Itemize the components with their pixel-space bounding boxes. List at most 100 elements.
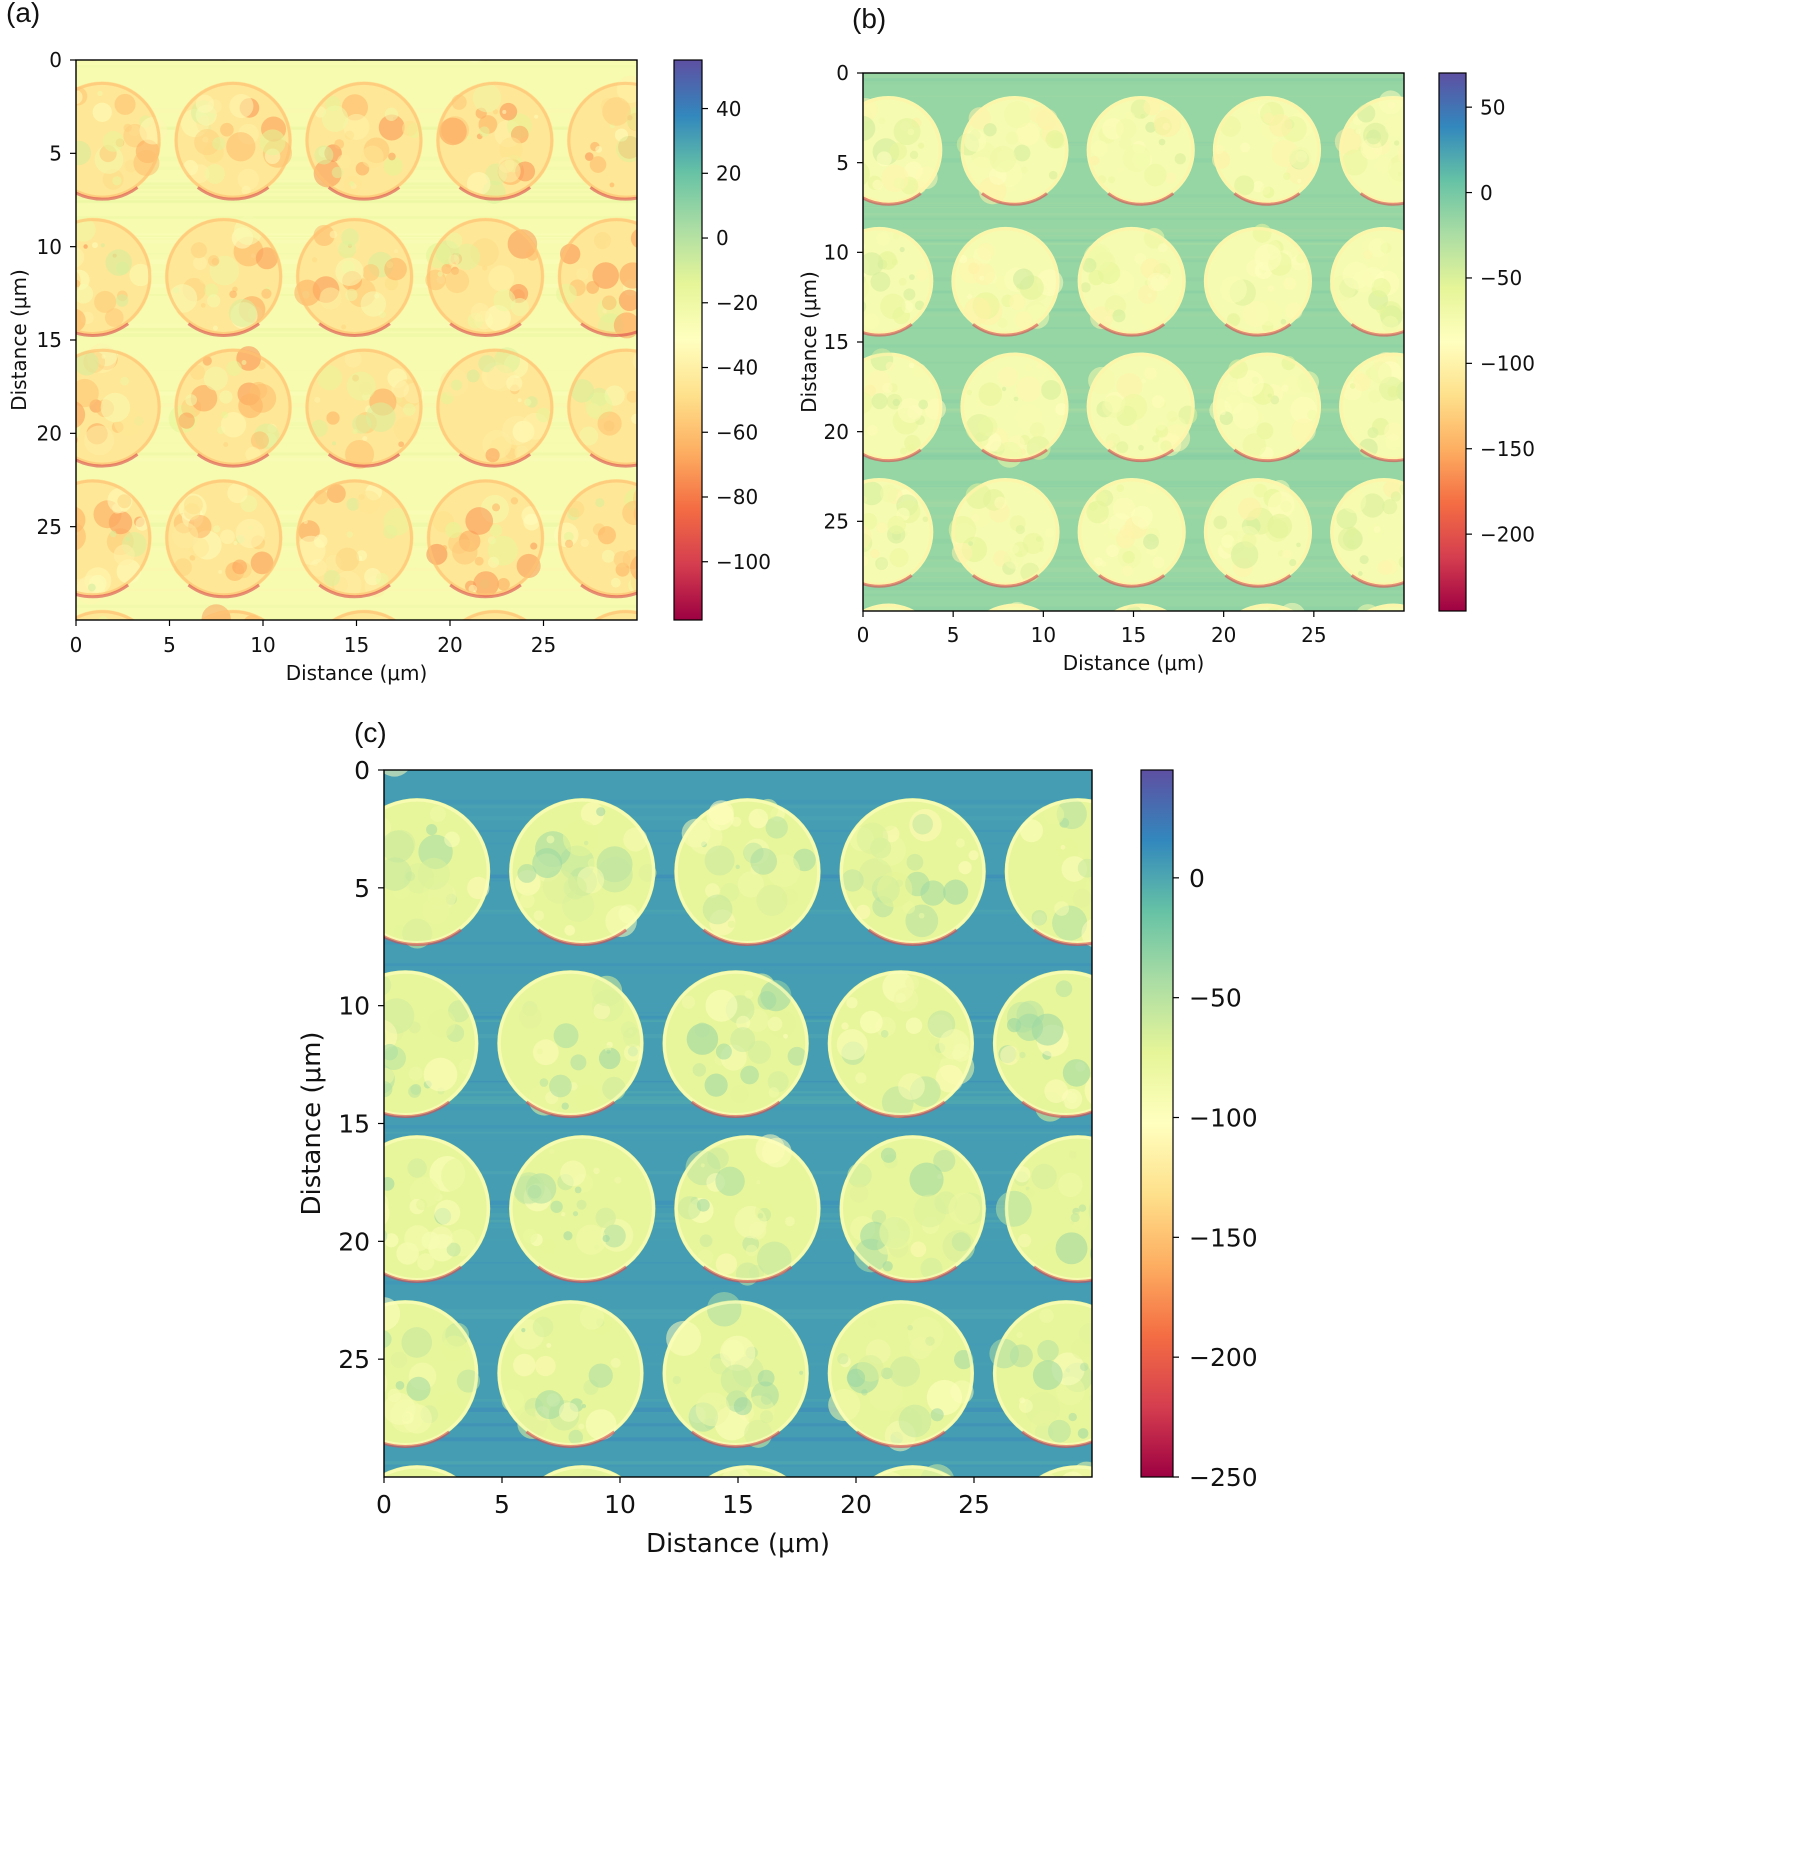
disc-texture (1152, 435, 1160, 443)
disc-texture (837, 1353, 849, 1365)
disc-texture (1511, 672, 1528, 689)
disc-texture (789, 515, 798, 524)
disc-texture (734, 678, 753, 697)
disc-texture (259, 0, 285, 21)
disc-texture (721, 2, 725, 6)
disc-texture (1283, 172, 1291, 181)
disc-texture (871, 1209, 887, 1225)
disc-texture (362, 435, 368, 442)
disc-texture (581, 1403, 587, 1409)
disc-texture (713, 396, 740, 423)
disc (948, 477, 1060, 588)
disc-texture (782, 160, 796, 174)
disc-texture (518, 1005, 542, 1029)
disc-texture (903, 644, 910, 651)
disc-texture (498, 160, 521, 183)
disc-texture (435, 0, 447, 6)
disc-edge (198, 716, 269, 728)
disc-texture (1052, 1540, 1059, 1547)
disc-texture (1420, 259, 1433, 272)
disc-texture (1253, 613, 1280, 640)
disc-texture (1506, 40, 1519, 53)
disc-texture (699, 1234, 713, 1248)
disc-texture (1539, 153, 1546, 160)
x-axis-title: Distance (μm) (1063, 651, 1205, 675)
disc-texture (765, 36, 772, 43)
disc-texture (1091, 1478, 1097, 1484)
disc-texture (535, 1355, 556, 1377)
disc-texture (79, 33, 104, 58)
disc (305, 348, 425, 469)
disc-texture (371, 23, 387, 39)
disc-texture (1113, 692, 1133, 712)
disc (330, 609, 398, 620)
disc-texture (408, 1021, 421, 1034)
disc-texture (1521, 628, 1548, 655)
disc-texture (1229, 732, 1234, 737)
disc-texture (1164, 172, 1177, 184)
disc-fill (1078, 0, 1186, 70)
disc-texture (212, 325, 218, 331)
disc-texture (1024, 364, 1032, 372)
disc-edge (537, 928, 628, 946)
colorbar-tick-label: −20 (716, 291, 758, 315)
disc-texture (1499, 0, 1525, 21)
disc-fill (1456, 0, 1564, 70)
disc (1353, 603, 1404, 711)
disc-texture (213, 23, 221, 31)
disc-texture (1405, 253, 1418, 266)
disc-texture (971, 513, 980, 522)
disc-texture (492, 109, 499, 115)
disc-edge (361, 753, 449, 768)
disc-texture (978, 382, 1003, 407)
disc-texture (906, 853, 924, 871)
scan-streak (863, 593, 1404, 597)
disc-texture (1093, 862, 1123, 892)
disc-texture (1194, 1421, 1205, 1432)
disc-texture (193, 256, 208, 271)
disc-texture (560, 1160, 586, 1187)
colorbar (1438, 72, 1467, 612)
disc-edge (1487, 701, 1552, 712)
disc-texture (746, 684, 773, 711)
disc-edge (692, 753, 780, 768)
disc-edge (318, 583, 391, 599)
colorbar-tick-label: −250 (1189, 1463, 1258, 1492)
disc-texture (648, 520, 659, 531)
disc-texture (1384, 116, 1404, 137)
disc-texture (1048, 1566, 1059, 1577)
disc (435, 0, 495, 63)
disc-texture (658, 108, 672, 122)
disc-texture (1295, 1216, 1306, 1227)
disc-texture (1213, 515, 1228, 530)
disc-texture (1263, 686, 1271, 694)
disc-edge (1487, 193, 1552, 204)
disc-texture (1220, 409, 1226, 416)
disc-texture (1096, 0, 1122, 21)
disc-texture (356, 490, 381, 514)
scan-streak (384, 1131, 1092, 1134)
y-tick-label: 0 (354, 756, 370, 785)
disc-texture (738, 33, 755, 50)
disc-texture (1353, 684, 1380, 711)
disc-texture (749, 135, 759, 145)
disc-texture (1547, 645, 1559, 657)
disc-texture (874, 722, 891, 739)
disc-texture (1297, 178, 1302, 184)
disc-texture (69, 667, 92, 690)
disc-texture (499, 137, 523, 162)
disc-texture (1265, 664, 1288, 687)
disc-texture (750, 100, 773, 123)
disc-texture (459, 693, 464, 698)
disc-texture (641, 267, 668, 294)
disc-texture (1168, 711, 1180, 723)
disc-texture (1360, 493, 1385, 518)
disc-texture (863, 162, 870, 186)
disc-texture (1551, 400, 1564, 413)
disc-texture (631, 19, 659, 47)
disc-texture (1166, 410, 1178, 422)
disc-texture (969, 156, 995, 183)
disc-texture (272, 682, 277, 687)
disc-edge (702, 1265, 793, 1284)
